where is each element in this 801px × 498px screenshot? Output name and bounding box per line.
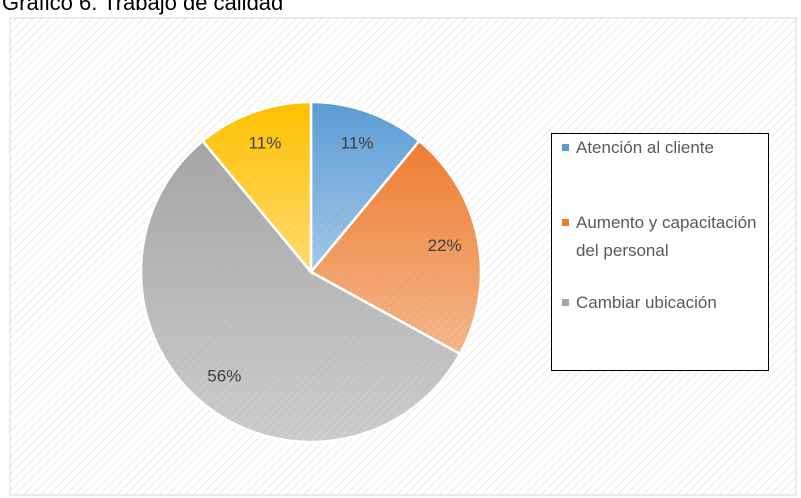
chart-title: Gráfico 6. Trabajo de calidad <box>2 0 283 15</box>
pie-slice <box>200 100 313 276</box>
legend-swatch <box>562 219 569 226</box>
legend-label: Cambiar ubicación <box>576 293 717 312</box>
legend-swatch <box>562 299 569 306</box>
pie-slice <box>309 139 483 356</box>
data-label: 11% <box>341 134 374 153</box>
legend-label: Atención al cliente <box>576 138 714 157</box>
pie-slice <box>309 100 422 276</box>
legend-swatch <box>562 144 569 151</box>
data-label: 56% <box>207 366 241 385</box>
pie-slice <box>139 139 462 444</box>
data-label: 22% <box>428 236 462 255</box>
data-label: 11% <box>249 134 282 153</box>
legend-label: Aumento y capacitación del personal <box>576 213 757 260</box>
legend: Atención al cliente Aumento y capacitació… <box>551 133 769 371</box>
